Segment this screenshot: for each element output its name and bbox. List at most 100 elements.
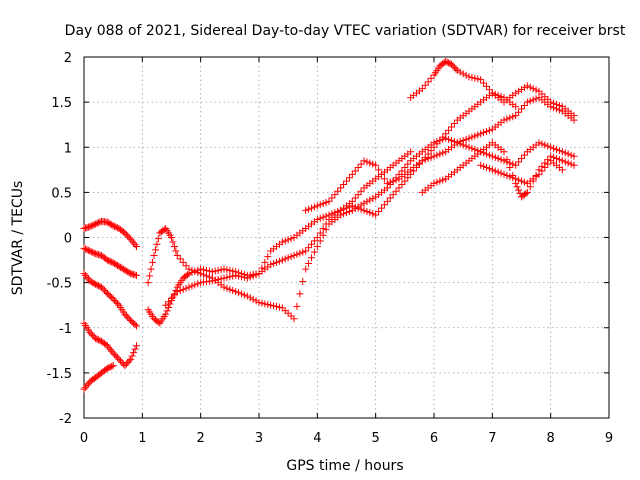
data-point [270, 259, 278, 267]
data-point [252, 271, 260, 279]
data-point [485, 151, 493, 159]
data-point [316, 214, 324, 222]
data-point [518, 105, 525, 113]
data-point [459, 70, 467, 78]
data-point [480, 129, 488, 137]
data-point [465, 143, 473, 151]
data-point [275, 257, 283, 265]
data-point [418, 85, 426, 93]
data-point [354, 204, 362, 212]
data-point [468, 133, 476, 141]
data-point [448, 136, 455, 144]
x-axis-label: GPS time / hours [286, 458, 403, 474]
data-point [284, 254, 292, 262]
data-point [270, 302, 278, 310]
data-point [125, 269, 133, 277]
data-point [310, 203, 318, 211]
data-point [570, 161, 578, 169]
data-point [176, 287, 184, 295]
data-point [541, 141, 549, 149]
data-point [267, 261, 275, 269]
data-point [125, 315, 133, 323]
x-tick-label: 5 [372, 431, 380, 446]
data-point [366, 196, 374, 204]
data-point [112, 298, 120, 306]
data-point [310, 248, 318, 256]
data-point [452, 65, 460, 73]
data-point [430, 152, 438, 160]
data-point [119, 265, 127, 273]
data-point [520, 102, 528, 110]
data-point [185, 283, 193, 291]
data-point [284, 236, 292, 244]
data-point [477, 130, 485, 138]
data-point [103, 342, 111, 350]
data-point [506, 164, 514, 172]
data-point [182, 284, 190, 292]
data-point [106, 220, 114, 228]
data-point [223, 266, 231, 274]
data-point [147, 265, 155, 273]
data-point [188, 266, 196, 274]
data-point [316, 229, 324, 237]
data-point [109, 222, 117, 230]
data-point [217, 275, 225, 283]
series-track-8 [162, 89, 520, 309]
data-point [512, 89, 520, 97]
data-point [453, 67, 461, 75]
data-point [223, 284, 231, 292]
series-track-10 [407, 58, 578, 120]
data-point [86, 247, 94, 255]
data-point [150, 252, 158, 260]
data-point [462, 142, 470, 150]
data-point [252, 297, 260, 305]
series-track-5 [80, 362, 117, 393]
data-point [555, 102, 563, 110]
data-point [197, 270, 205, 278]
data-point [80, 270, 88, 278]
data-point [553, 100, 560, 108]
data-point [310, 237, 318, 245]
data-point [122, 267, 130, 275]
data-point [421, 156, 429, 164]
x-tick-label: 6 [430, 431, 438, 446]
data-point [439, 149, 447, 157]
data-point [351, 194, 359, 202]
data-point [168, 234, 175, 241]
data-point [497, 156, 505, 164]
data-point [522, 190, 530, 198]
data-point [308, 240, 315, 248]
data-point [564, 159, 572, 167]
data-point [165, 298, 173, 306]
data-point [512, 175, 520, 183]
data-point [100, 286, 108, 294]
data-point [173, 288, 181, 296]
x-tick-label: 8 [547, 431, 555, 446]
data-point [214, 266, 222, 274]
data-point [203, 272, 210, 280]
data-point [474, 75, 482, 83]
data-point [357, 187, 365, 195]
data-point [308, 204, 315, 212]
data-point [506, 114, 514, 122]
data-point [83, 246, 91, 254]
data-point [89, 248, 97, 256]
data-point [558, 157, 566, 165]
data-point [81, 245, 89, 253]
data-point [488, 152, 496, 160]
data-point [220, 265, 228, 273]
data-point [170, 243, 178, 251]
data-point [261, 258, 269, 266]
data-point [308, 254, 315, 262]
data-point [541, 164, 549, 172]
data-point [343, 204, 350, 212]
data-point [258, 299, 266, 307]
series-track-9 [302, 94, 578, 214]
data-point [488, 166, 496, 174]
data-point [109, 259, 117, 267]
data-point [255, 298, 263, 306]
data-point [184, 271, 192, 279]
data-point [273, 303, 280, 311]
data-point [407, 148, 415, 156]
